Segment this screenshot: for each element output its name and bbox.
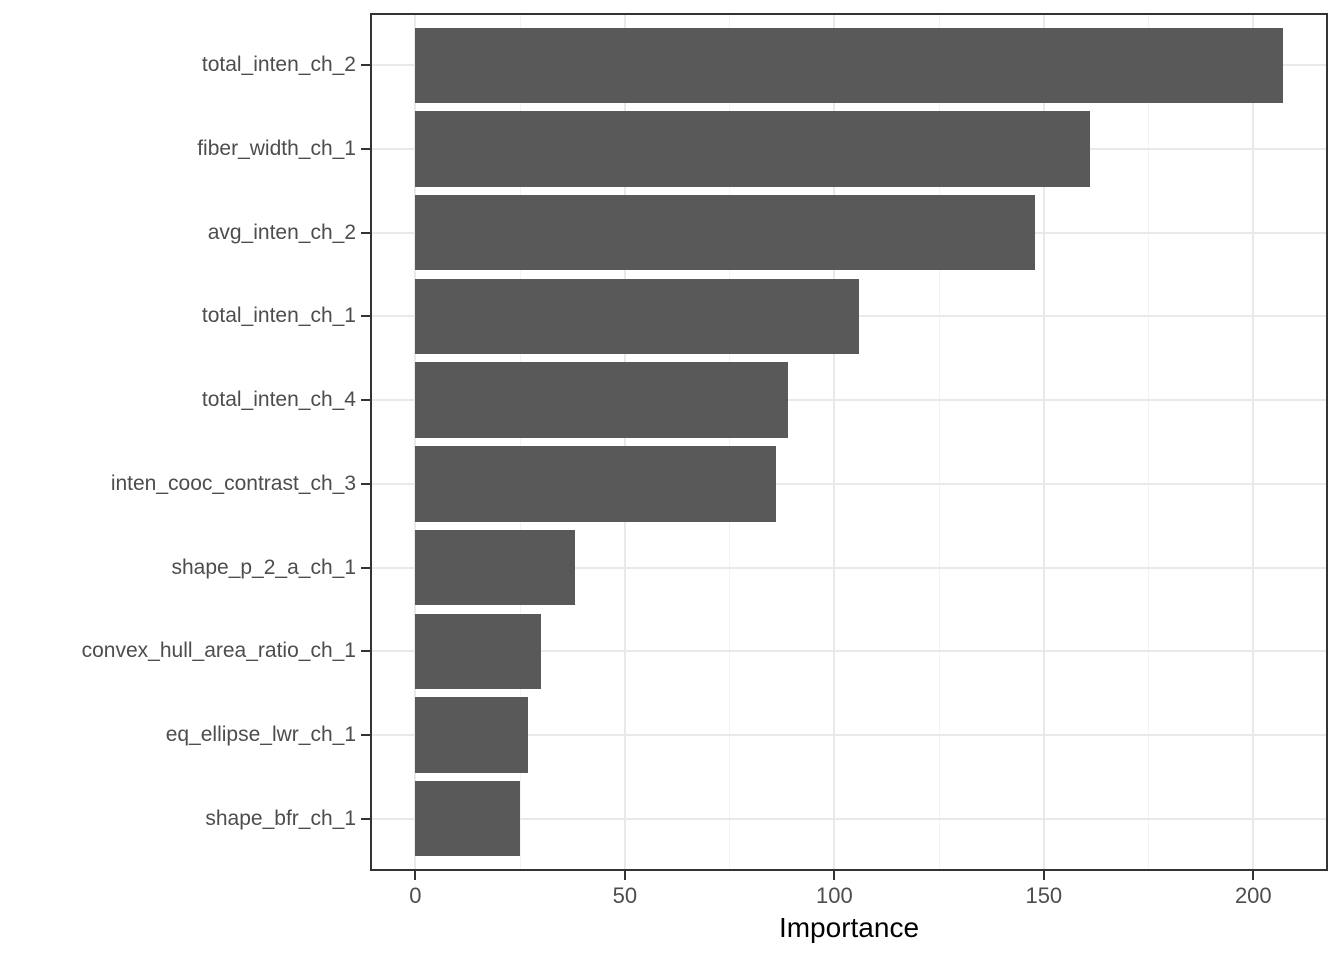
y-axis-label: total_inten_ch_4 bbox=[201, 388, 356, 412]
x-axis-tick bbox=[414, 871, 417, 880]
y-axis-tick bbox=[361, 231, 370, 234]
y-axis-tick bbox=[361, 315, 370, 318]
y-axis-tick bbox=[361, 734, 370, 737]
y-axis-label: inten_cooc_contrast_ch_3 bbox=[110, 471, 356, 495]
importance-bar bbox=[415, 446, 776, 522]
y-grid-major-line bbox=[372, 817, 1326, 820]
x-axis-tick bbox=[1252, 871, 1255, 880]
x-axis-tick bbox=[833, 871, 836, 880]
y-axis-tick bbox=[361, 482, 370, 485]
x-axis-tick-label: 100 bbox=[815, 883, 853, 908]
y-grid-major-line bbox=[372, 650, 1326, 653]
x-grid-minor-line bbox=[519, 15, 521, 869]
y-axis-tick bbox=[361, 566, 370, 569]
importance-bar bbox=[415, 781, 521, 857]
importance-bar bbox=[415, 529, 575, 606]
x-grid-minor-line bbox=[1148, 15, 1150, 869]
x-grid-major-line bbox=[623, 15, 626, 869]
x-axis-tick-label: 150 bbox=[1025, 883, 1063, 908]
importance-bar bbox=[415, 697, 529, 773]
y-grid-major-line bbox=[372, 482, 1326, 485]
x-axis-tick bbox=[623, 871, 626, 880]
y-axis-label: convex_hull_area_ratio_ch_1 bbox=[81, 639, 356, 663]
x-axis-tick-label: 0 bbox=[409, 883, 422, 908]
x-axis-tick bbox=[1042, 871, 1045, 880]
importance-bar bbox=[415, 613, 542, 689]
importance-bar bbox=[415, 111, 1090, 187]
x-grid-major-line bbox=[414, 15, 417, 869]
x-grid-minor-line bbox=[729, 15, 731, 869]
y-axis-tick bbox=[361, 64, 370, 67]
y-axis-label: shape_p_2_a_ch_1 bbox=[171, 555, 356, 579]
x-axis-tick-label: 50 bbox=[612, 883, 638, 908]
y-axis-tick bbox=[361, 650, 370, 653]
x-axis-tick-label: 200 bbox=[1234, 883, 1272, 908]
x-grid-minor-line bbox=[938, 15, 940, 869]
y-grid-major-line bbox=[372, 566, 1326, 569]
x-grid-major-line bbox=[1252, 15, 1255, 869]
importance-bar bbox=[415, 362, 789, 438]
y-axis-label: eq_ellipse_lwr_ch_1 bbox=[165, 723, 356, 747]
y-axis-label: fiber_width_ch_1 bbox=[197, 136, 356, 160]
y-axis-label: total_inten_ch_2 bbox=[201, 53, 356, 77]
x-grid-major-line bbox=[833, 15, 836, 869]
importance-bar bbox=[415, 27, 1283, 103]
y-grid-major-line bbox=[372, 399, 1326, 402]
x-axis-title: Importance bbox=[778, 912, 920, 943]
y-axis-tick bbox=[361, 399, 370, 402]
y-axis-label: total_inten_ch_1 bbox=[201, 304, 356, 328]
y-axis-label: shape_bfr_ch_1 bbox=[205, 806, 356, 830]
y-axis-tick bbox=[361, 817, 370, 820]
importance-bar bbox=[415, 195, 1036, 271]
x-grid-major-line bbox=[1042, 15, 1045, 869]
y-axis-tick bbox=[361, 147, 370, 150]
importance-bar bbox=[415, 278, 860, 355]
y-grid-major-line bbox=[372, 734, 1326, 737]
y-axis-label: avg_inten_ch_2 bbox=[207, 220, 356, 244]
